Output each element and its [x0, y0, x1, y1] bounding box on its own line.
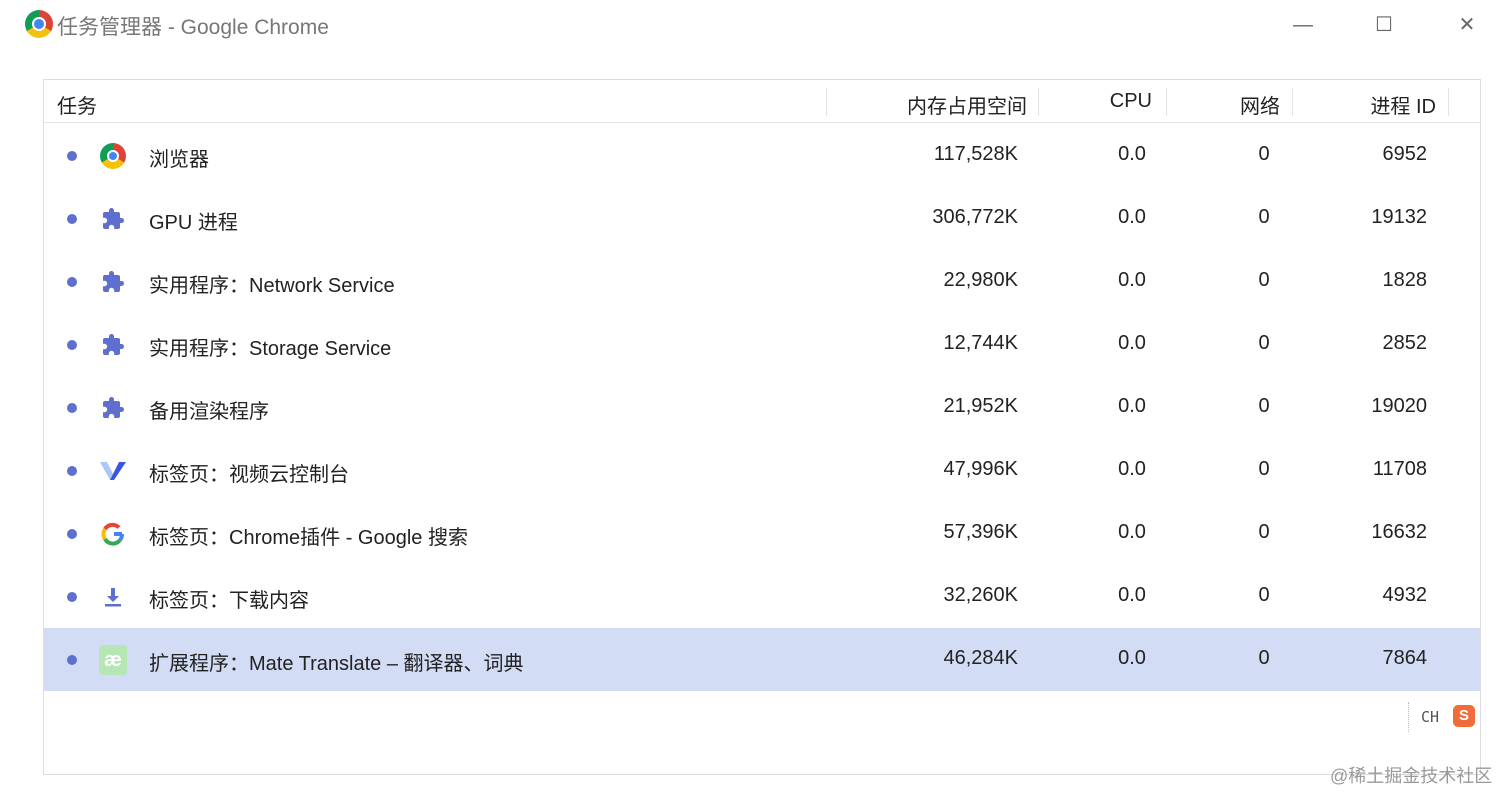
download-icon [99, 583, 127, 611]
table-row[interactable]: 实用程序：Storage Service 12,744K 0.0 0 2852 [44, 313, 1480, 376]
maximize-button[interactable]: ☐ [1375, 14, 1393, 36]
task-name: GPU 进程 [149, 212, 238, 234]
cpu-value: 0.0 [1118, 395, 1146, 417]
status-dot [67, 592, 77, 602]
task-name: 标签页：视频云控制台 [149, 464, 349, 486]
mate-translate-icon: æ [99, 645, 127, 675]
window-title: 任务管理器 - Google Chrome [57, 16, 329, 39]
pid-value: 11708 [1372, 458, 1427, 480]
network-value: 0 [1258, 584, 1270, 606]
v-logo-icon [99, 457, 127, 485]
column-divider[interactable] [1292, 88, 1293, 116]
network-value: 0 [1258, 647, 1270, 669]
column-cpu[interactable]: CPU [1109, 90, 1152, 112]
sogou-icon: S [1453, 705, 1475, 727]
column-divider[interactable] [826, 88, 827, 116]
memory-value: 46,284K [943, 647, 1018, 669]
chrome-icon [25, 10, 53, 38]
cpu-value: 0.0 [1118, 143, 1146, 165]
status-dot [67, 214, 77, 224]
pid-value: 19132 [1371, 206, 1427, 228]
task-name: 备用渲染程序 [149, 401, 269, 423]
column-memory[interactable]: 内存占用空间 [907, 96, 1027, 118]
puzzle-icon [99, 331, 127, 359]
watermark: @稀土掘金技术社区 [1330, 766, 1493, 786]
cpu-value: 0.0 [1118, 584, 1146, 606]
pid-value: 1828 [1382, 269, 1428, 291]
minimize-button[interactable]: — [1293, 14, 1313, 36]
status-dot [67, 529, 77, 539]
pid-value: 2852 [1382, 332, 1428, 354]
status-dot [67, 151, 77, 161]
task-name: 实用程序：Storage Service [149, 338, 392, 360]
table-row[interactable]: 备用渲染程序 21,952K 0.0 0 19020 [44, 376, 1480, 439]
status-dot [67, 403, 77, 413]
column-pid[interactable]: 进程 ID [1370, 96, 1436, 118]
cpu-value: 0.0 [1118, 647, 1146, 669]
task-name: 标签页：下载内容 [149, 590, 309, 612]
cpu-value: 0.0 [1118, 206, 1146, 228]
cpu-value: 0.0 [1118, 458, 1146, 480]
memory-value: 12,744K [943, 332, 1018, 354]
column-divider[interactable] [1448, 88, 1449, 116]
pid-value: 16632 [1371, 521, 1427, 543]
memory-value: 117,528K [933, 143, 1018, 165]
puzzle-icon [99, 268, 127, 296]
task-name: 实用程序：Network Service [149, 275, 395, 297]
puzzle-icon [99, 394, 127, 422]
task-name: 扩展程序：Mate Translate – 翻译器、词典 [149, 653, 524, 675]
status-dot [67, 277, 77, 287]
memory-value: 306,772K [932, 206, 1018, 228]
google-g-icon [99, 520, 127, 548]
table-row[interactable]: GPU 进程 306,772K 0.0 0 19132 [44, 187, 1480, 250]
table-row[interactable]: 浏览器 117,528K 0.0 0 6952 [44, 124, 1480, 187]
memory-value: 57,396K [943, 521, 1018, 543]
puzzle-icon [99, 205, 127, 233]
column-task[interactable]: 任务 [57, 96, 97, 118]
network-value: 0 [1258, 143, 1270, 165]
network-value: 0 [1258, 206, 1270, 228]
table-row[interactable]: æ 扩展程序：Mate Translate – 翻译器、词典 46,284K 0… [44, 628, 1480, 691]
network-value: 0 [1258, 395, 1270, 417]
close-button[interactable]: ✕ [1458, 14, 1476, 36]
column-divider[interactable] [1038, 88, 1039, 116]
memory-value: 21,952K [943, 395, 1018, 417]
table-row[interactable]: 标签页：视频云控制台 47,996K 0.0 0 11708 [44, 439, 1480, 502]
status-dot [67, 655, 77, 665]
cpu-value: 0.0 [1118, 269, 1146, 291]
status-dot [67, 340, 77, 350]
network-value: 0 [1258, 269, 1270, 291]
task-name: 浏览器 [149, 149, 209, 171]
status-dot [67, 466, 77, 476]
title-bar: 任务管理器 - Google Chrome — ☐ ✕ [0, 0, 1512, 50]
memory-value: 22,980K [943, 269, 1018, 291]
table-row[interactable]: 标签页：下载内容 32,260K 0.0 0 4932 [44, 565, 1480, 628]
cpu-value: 0.0 [1118, 332, 1146, 354]
task-name: 标签页：Chrome插件 - Google 搜索 [149, 527, 468, 549]
task-table: 任务 内存占用空间 CPU 网络 进程 ID 浏览器 117,528K 0.0 … [43, 79, 1481, 775]
table-row[interactable]: 标签页：Chrome插件 - Google 搜索 57,396K 0.0 0 1… [44, 502, 1480, 565]
pid-value: 6952 [1382, 143, 1428, 165]
pid-value: 7864 [1382, 647, 1428, 669]
column-divider[interactable] [1166, 88, 1167, 116]
table-row[interactable]: 实用程序：Network Service 22,980K 0.0 0 1828 [44, 250, 1480, 313]
table-header: 任务 内存占用空间 CPU 网络 进程 ID [44, 80, 1480, 123]
network-value: 0 [1258, 521, 1270, 543]
pid-value: 4932 [1382, 584, 1428, 606]
network-value: 0 [1258, 458, 1270, 480]
memory-value: 47,996K [943, 458, 1018, 480]
ime-indicator[interactable]: CH S [1408, 702, 1482, 732]
column-network[interactable]: 网络 [1240, 96, 1280, 118]
network-value: 0 [1258, 332, 1270, 354]
ime-language: CH [1421, 708, 1440, 726]
memory-value: 32,260K [943, 584, 1018, 606]
pid-value: 19020 [1371, 395, 1427, 417]
chrome-icon [99, 142, 127, 170]
cpu-value: 0.0 [1118, 521, 1146, 543]
